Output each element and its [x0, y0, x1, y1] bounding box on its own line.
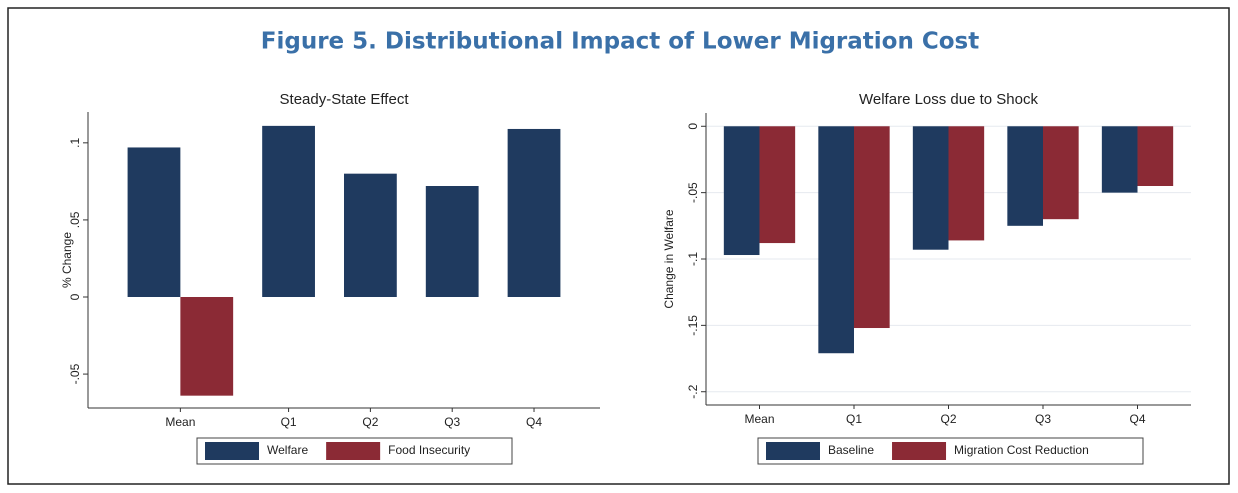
bar — [180, 297, 234, 396]
x-tick-label: Mean — [165, 415, 195, 429]
bar — [127, 147, 181, 297]
x-tick-label: Q2 — [940, 412, 956, 426]
x-tick-label: Q4 — [1129, 412, 1145, 426]
x-tick-label: Q1 — [846, 412, 862, 426]
bar — [912, 126, 949, 250]
bar — [344, 173, 397, 297]
legend-label: Food Insecurity — [388, 443, 470, 457]
y-tick-label: -.1 — [686, 252, 700, 266]
x-tick-label: Mean — [744, 412, 774, 426]
y-tick-label: -.05 — [686, 182, 700, 203]
bar — [948, 126, 985, 241]
y-tick-label: -.05 — [68, 363, 82, 384]
bar — [425, 186, 479, 297]
legend-swatch — [205, 442, 259, 460]
y-tick-label: -.15 — [686, 315, 700, 336]
y-tick-label: -.2 — [686, 384, 700, 398]
bar — [723, 126, 760, 256]
chart-title: Steady-State Effect — [280, 91, 410, 108]
y-axis-label: Change in Welfare — [662, 209, 676, 308]
x-tick-label: Q4 — [526, 415, 542, 429]
legend-label: Welfare — [267, 443, 308, 457]
bar — [507, 128, 561, 297]
x-tick-label: Q3 — [1035, 412, 1051, 426]
y-tick-label: 0 — [68, 293, 82, 300]
bar — [1137, 126, 1174, 186]
x-tick-label: Q1 — [281, 415, 297, 429]
legend-swatch — [892, 442, 947, 460]
bar — [818, 126, 854, 354]
legend-swatch — [326, 442, 381, 460]
legend-label: Migration Cost Reduction — [954, 443, 1089, 457]
y-tick-label: .1 — [68, 138, 82, 148]
y-tick-label: 0 — [686, 123, 700, 130]
bar — [759, 126, 796, 244]
bar — [853, 126, 890, 329]
legend-label: Baseline — [828, 443, 874, 457]
figure-title: Figure 5. Distributional Impact of Lower… — [261, 29, 979, 55]
bar — [1043, 126, 1079, 220]
bar — [1007, 126, 1044, 226]
x-tick-label: Q2 — [362, 415, 378, 429]
legend-swatch — [766, 442, 820, 460]
chart-title: Welfare Loss due to Shock — [859, 91, 1038, 108]
x-tick-label: Q3 — [444, 415, 460, 429]
y-axis-label: % Change — [60, 232, 74, 288]
bar — [262, 125, 315, 297]
legend-box — [757, 437, 1144, 465]
bar — [1101, 126, 1138, 193]
y-tick-label: .05 — [68, 211, 82, 228]
